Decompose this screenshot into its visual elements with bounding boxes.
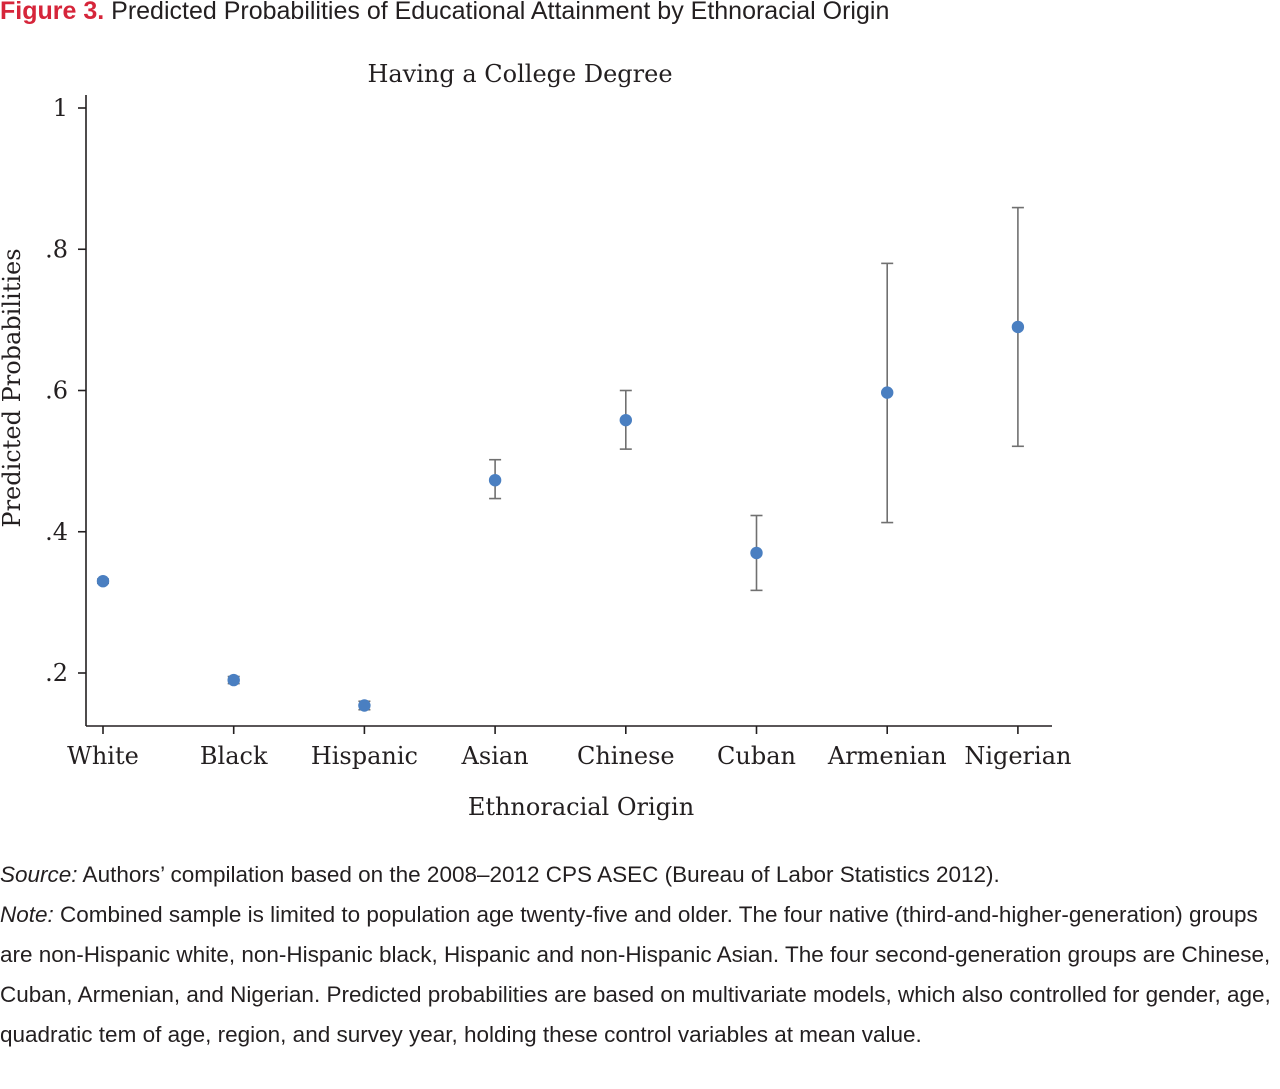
y-tick-label: .8 bbox=[45, 235, 68, 263]
figure-label: Figure 3. bbox=[0, 0, 105, 25]
chart: Having a College Degree Predicted Probab… bbox=[0, 60, 1071, 821]
x-tick-label: White bbox=[67, 742, 139, 770]
y-tick-label: 1 bbox=[53, 94, 68, 122]
data-point bbox=[96, 574, 110, 588]
data-point bbox=[358, 699, 371, 712]
note-text: Combined sample is limited to population… bbox=[0, 902, 1271, 1047]
y-axis-label: Predicted Probabilities bbox=[0, 248, 26, 527]
data-point bbox=[881, 386, 894, 399]
figure-caption-text: Predicted Probabilities of Educational A… bbox=[111, 0, 890, 25]
x-tick-label: Hispanic bbox=[311, 742, 418, 770]
x-tick-label: Asian bbox=[461, 742, 529, 770]
note-label: Note: bbox=[0, 902, 54, 927]
x-axis-label: Ethnoracial Origin bbox=[468, 793, 694, 821]
data-point bbox=[750, 546, 763, 560]
source-label: Source: bbox=[0, 862, 78, 887]
source-line: Source: Authors’ compilation based on th… bbox=[0, 855, 1278, 895]
data-point bbox=[227, 673, 240, 687]
data-point bbox=[1011, 320, 1025, 334]
data-point bbox=[619, 413, 632, 427]
y-tick-label: .4 bbox=[45, 518, 68, 546]
chart-title: Having a College Degree bbox=[367, 60, 672, 88]
x-tick-label: Cuban bbox=[717, 742, 796, 770]
source-text: Authors’ compilation based on the 2008–2… bbox=[77, 862, 1000, 887]
note-paragraph: Note: Combined sample is limited to popu… bbox=[0, 895, 1278, 1055]
y-ticks: .2 .4 .6 .8 1 bbox=[45, 94, 86, 687]
figure-notes: Source: Authors’ compilation based on th… bbox=[0, 855, 1278, 1055]
x-tick-label: Black bbox=[200, 742, 268, 770]
x-tick-label: Armenian bbox=[827, 742, 947, 770]
x-tick-label: Chinese bbox=[577, 742, 675, 770]
error-bars bbox=[97, 206, 1024, 711]
figure-caption: Figure 3. Predicted Probabilities of Edu… bbox=[0, 0, 889, 28]
y-tick-label: .2 bbox=[45, 659, 68, 687]
data-point bbox=[488, 473, 502, 487]
y-tick-label: .6 bbox=[45, 377, 68, 405]
x-tick-label: Nigerian bbox=[964, 742, 1071, 770]
x-ticks: White Black Hispanic Asian Chinese Cuban Armen… bbox=[67, 726, 1071, 770]
data-points bbox=[96, 320, 1025, 712]
